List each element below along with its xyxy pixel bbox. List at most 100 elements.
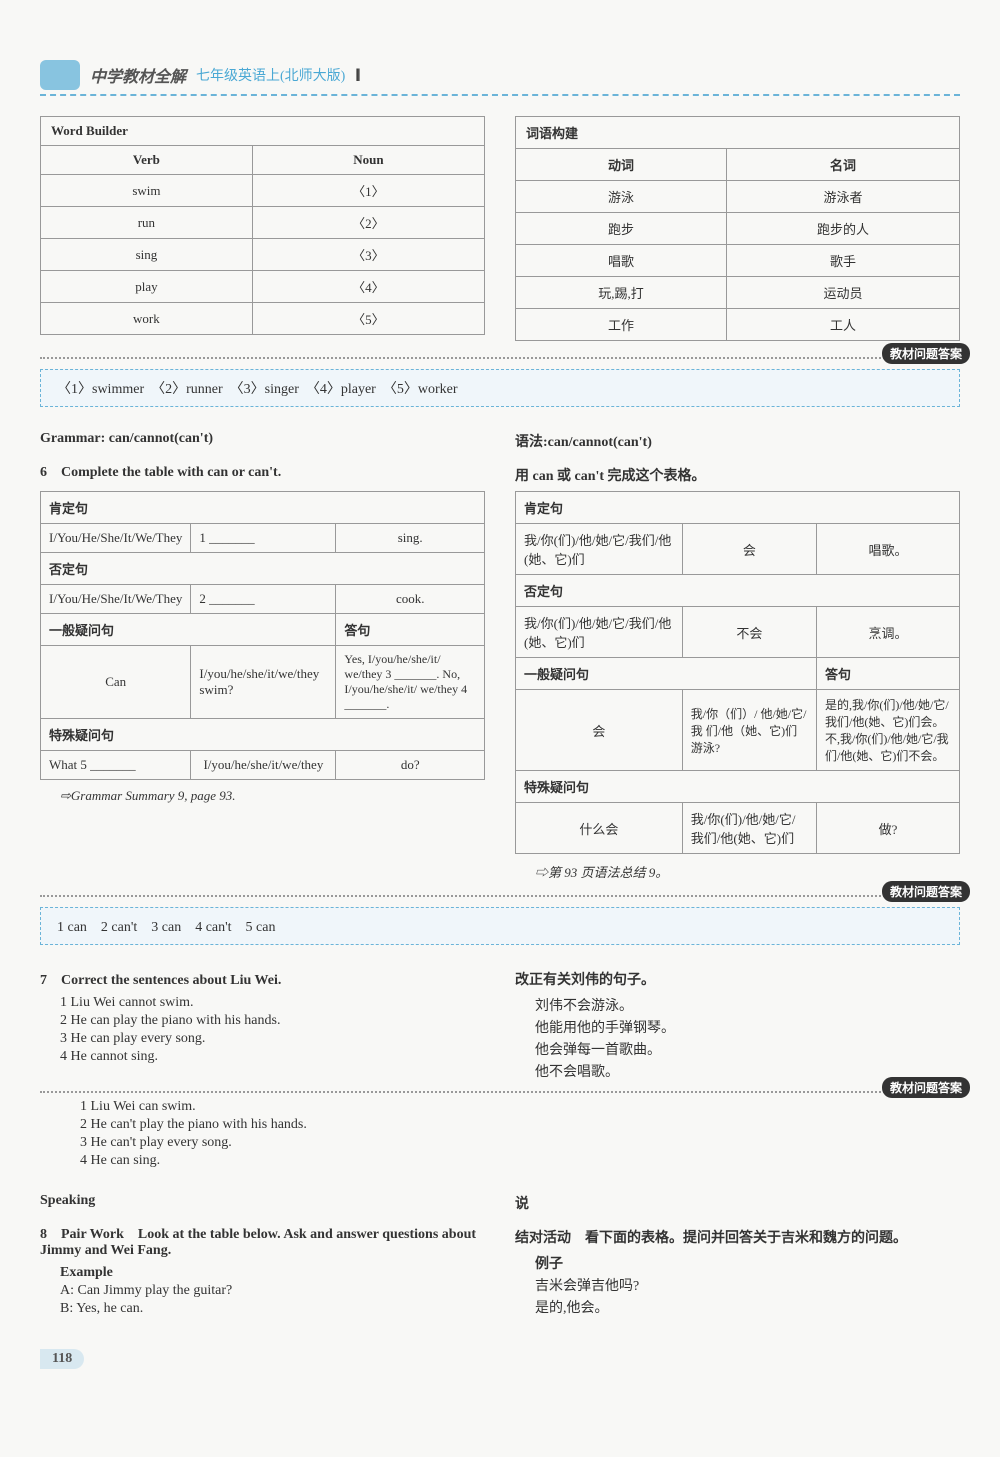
line-a: 吉米会弹吉他吗? xyxy=(535,1275,960,1295)
word-builder-table-cn: 词语构建 动词 名词 游泳游泳者 跑步跑步的人 唱歌歌手 玩,踢,打运动员 工作… xyxy=(515,116,960,341)
grammar-heading-row: Grammar: can/cannot(can't) 6 Complete th… xyxy=(40,417,960,491)
cell: 2 _______ xyxy=(191,585,336,614)
cell: cook. xyxy=(336,585,485,614)
answer-item: 4 He can sing. xyxy=(80,1153,960,1169)
cell: 什么会 xyxy=(516,803,683,854)
speaking-section: Speaking 8 Pair Work Look at the table b… xyxy=(40,1179,960,1319)
grammar-tables: 肯定句 I/You/He/She/It/We/They 1 _______ si… xyxy=(40,491,960,887)
col-noun: 名词 xyxy=(727,149,960,181)
cell: 会 xyxy=(682,524,816,575)
q6-en: 6 Complete the table with can or can't. xyxy=(40,461,485,481)
cell: 〈4〉 xyxy=(252,271,484,303)
example-lbl: Example xyxy=(60,1265,485,1281)
row-heading: 否定句 xyxy=(516,575,960,607)
cell: 运动员 xyxy=(727,277,960,309)
cell: What 5 _______ xyxy=(41,751,191,780)
ex7-item: 4 He cannot sing. xyxy=(60,1049,485,1065)
ex7-title-en: 7 Correct the sentences about Liu Wei. xyxy=(40,969,485,989)
row-heading: 否定句 xyxy=(41,553,485,585)
cell: 工作 xyxy=(516,309,727,341)
cell: I/You/He/She/It/We/They xyxy=(41,524,191,553)
cell: do? xyxy=(336,751,485,780)
answer-box-1: 〈1〉swimmer 〈2〉runner 〈3〉singer 〈4〉player… xyxy=(40,369,960,407)
cell: sing xyxy=(41,239,253,271)
q8-cn: 结对活动 看下面的表格。提问并回答关于吉米和魏方的问题。 xyxy=(515,1227,960,1247)
cell: Can xyxy=(41,646,191,719)
table-title: 词语构建 xyxy=(516,117,960,149)
cell: 我/你（们）/ 他/她/它/我 们/他（她、它)们 游泳? xyxy=(682,690,816,771)
grammar-ref-cn: ⇨第 93 页语法总结 9。 xyxy=(535,862,960,881)
exercise-7: 7 Correct the sentences about Liu Wei. 1… xyxy=(40,955,960,1083)
cell: 做? xyxy=(817,803,960,854)
example-lbl: 例子 xyxy=(535,1253,960,1273)
book-subtitle: 七年级英语上(北师大版) xyxy=(196,65,345,85)
cell: 〈2〉 xyxy=(252,207,484,239)
cell: 烹调。 xyxy=(817,607,960,658)
cell: 会 xyxy=(516,690,683,771)
answer-item: 3 He can't play every song. xyxy=(80,1135,960,1151)
cell: 玩,踢,打 xyxy=(516,277,727,309)
answer-text: 〈1〉swimmer 〈2〉runner 〈3〉singer 〈4〉player… xyxy=(57,382,457,397)
cell: 1 _______ xyxy=(191,524,336,553)
answer-item: 1 Liu Wei can swim. xyxy=(80,1099,960,1115)
cell: 我/你(们)/他/她/它/我们/他(她、它)们 xyxy=(516,607,683,658)
line-a: A: Can Jimmy play the guitar? xyxy=(60,1283,485,1299)
cell: I/You/He/She/It/We/They xyxy=(41,585,191,614)
cell: I/you/he/she/it/we/they xyxy=(191,751,336,780)
dotted-divider xyxy=(40,357,960,359)
cell: 游泳 xyxy=(516,181,727,213)
cell: 〈5〉 xyxy=(252,303,484,335)
cell: play xyxy=(41,271,253,303)
row-heading: 答句 xyxy=(336,614,485,646)
answer-item: 2 He can't play the piano with his hands… xyxy=(80,1117,960,1133)
cell: I/you/he/she/it/we/they swim? xyxy=(191,646,336,719)
row-heading: 肯定句 xyxy=(516,492,960,524)
dotted-divider xyxy=(40,1091,960,1093)
ex7-item: 他会弹每一首歌曲。 xyxy=(535,1039,960,1059)
grammar-heading-cn: 语法:can/cannot(can't) xyxy=(515,431,960,451)
grammar-table-en: 肯定句 I/You/He/She/It/We/They 1 _______ si… xyxy=(40,491,485,780)
col-verb: 动词 xyxy=(516,149,727,181)
ex7-item: 他不会唱歌。 xyxy=(535,1061,960,1081)
speaking-h-en: Speaking xyxy=(40,1193,485,1209)
cell: 是的,我/你(们)/他/她/它/ 我们/他(她、它)们会。 不,我/你(们)/他… xyxy=(817,690,960,771)
logo-icon xyxy=(40,60,80,90)
page-header: 中学教材全解 七年级英语上(北师大版) ||| xyxy=(40,60,960,96)
q8-en: 8 Pair Work Look at the table below. Ask… xyxy=(40,1223,485,1259)
cell: Yes, I/you/he/she/it/ we/they 3 _______.… xyxy=(336,646,485,719)
row-heading: 答句 xyxy=(817,658,960,690)
grammar-table-cn: 肯定句 我/你(们)/他/她/它/我们/他(她、它)们 会 唱歌。 否定句 我/… xyxy=(515,491,960,854)
answer-box-2: 1 can 2 can't 3 can 4 can't 5 can xyxy=(40,907,960,945)
cell: 〈3〉 xyxy=(252,239,484,271)
row-heading: 一般疑问句 xyxy=(41,614,336,646)
cell: 唱歌。 xyxy=(817,524,960,575)
line-b: B: Yes, he can. xyxy=(60,1301,485,1317)
answer-text: 1 can 2 can't 3 can 4 can't 5 can xyxy=(57,920,275,935)
ex7-item: 2 He can play the piano with his hands. xyxy=(60,1013,485,1029)
cell: 唱歌 xyxy=(516,245,727,277)
cell: 跑步 xyxy=(516,213,727,245)
grammar-heading-en: Grammar: can/cannot(can't) xyxy=(40,431,485,447)
cell: sing. xyxy=(336,524,485,553)
ex7-title-cn: 改正有关刘伟的句子。 xyxy=(515,969,960,989)
q6-cn: 用 can 或 can't 完成这个表格。 xyxy=(515,465,960,485)
page-number: 118 xyxy=(40,1349,84,1369)
cell: swim xyxy=(41,175,253,207)
row-heading: 特殊疑问句 xyxy=(516,771,960,803)
table-title: Word Builder xyxy=(41,117,485,146)
ex7-item: 1 Liu Wei cannot swim. xyxy=(60,995,485,1011)
cell: work xyxy=(41,303,253,335)
cell: 游泳者 xyxy=(727,181,960,213)
cell: 跑步的人 xyxy=(727,213,960,245)
col-verb: Verb xyxy=(41,146,253,175)
grammar-ref-en: ⇨Grammar Summary 9, page 93. xyxy=(60,788,485,804)
cell: 我/你(们)/他/她/它/我们/他(她、它)们 xyxy=(516,524,683,575)
row-heading: 特殊疑问句 xyxy=(41,719,485,751)
answer-box-3: 1 Liu Wei can swim. 2 He can't play the … xyxy=(60,1099,960,1169)
speaking-h-cn: 说 xyxy=(515,1193,960,1213)
word-builder-section: Word Builder Verb Noun swim〈1〉 run〈2〉 si… xyxy=(40,116,960,349)
cell: 不会 xyxy=(682,607,816,658)
word-builder-table-en: Word Builder Verb Noun swim〈1〉 run〈2〉 si… xyxy=(40,116,485,335)
row-heading: 一般疑问句 xyxy=(516,658,817,690)
line-b: 是的,他会。 xyxy=(535,1297,960,1317)
